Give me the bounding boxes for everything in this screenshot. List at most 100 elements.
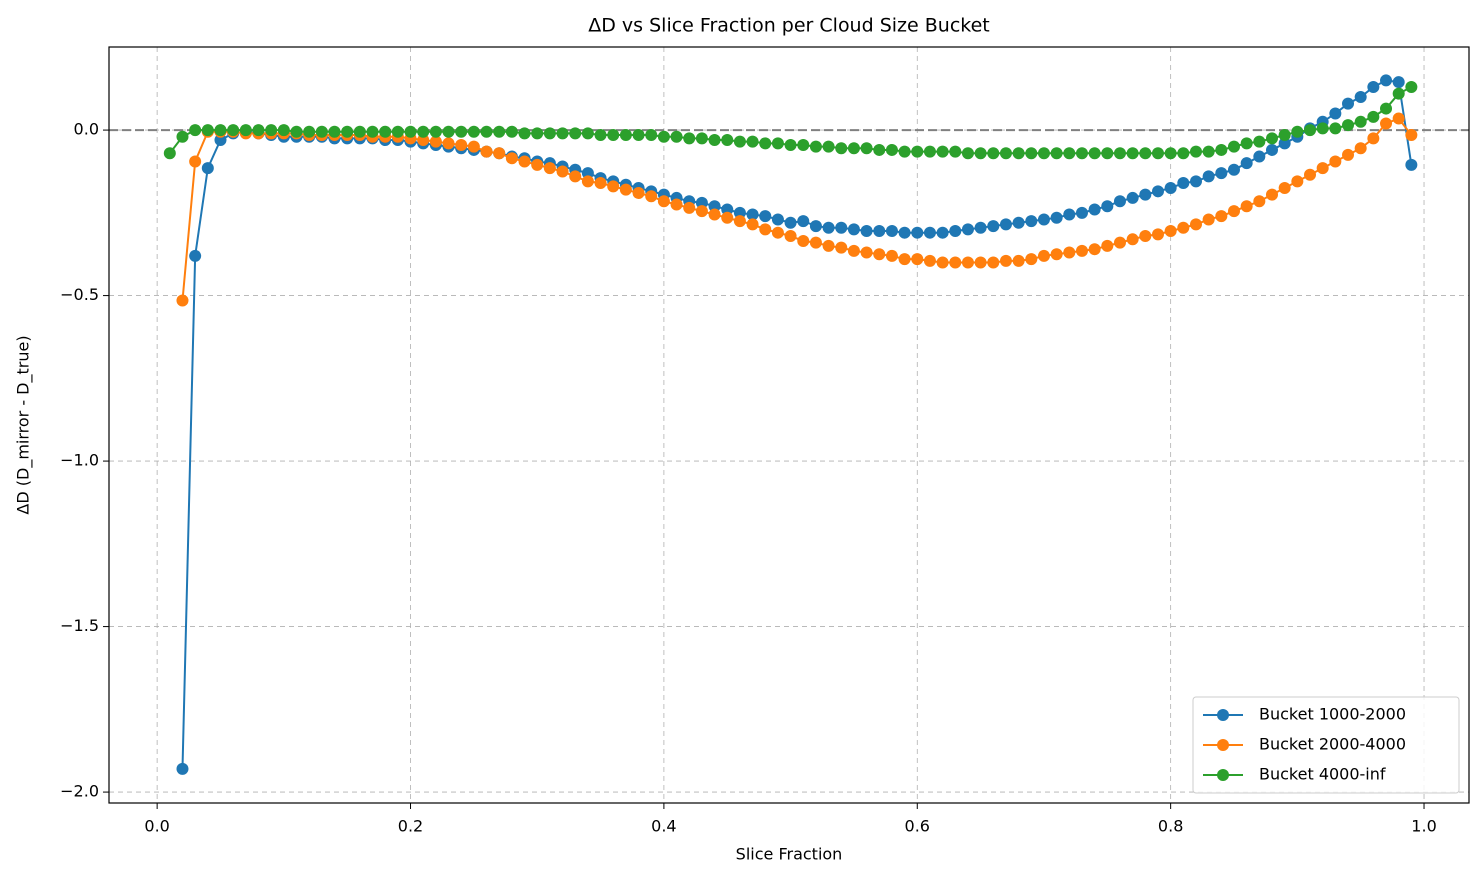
data-point — [961, 256, 974, 269]
data-point — [961, 147, 974, 160]
data-point — [581, 167, 594, 180]
data-point — [556, 165, 569, 178]
data-point — [594, 177, 607, 190]
data-point — [809, 220, 822, 233]
legend-marker — [1217, 769, 1229, 781]
data-point — [442, 137, 455, 150]
data-point — [657, 195, 670, 208]
data-point — [695, 196, 708, 209]
data-point — [1265, 143, 1278, 156]
data-point — [1367, 132, 1380, 145]
data-point — [1101, 200, 1114, 213]
legend-label: Bucket 2000-4000 — [1259, 735, 1406, 754]
data-point — [252, 124, 265, 137]
data-point — [1329, 107, 1342, 120]
data-point — [1012, 254, 1025, 267]
data-point — [493, 147, 506, 160]
data-point — [201, 162, 214, 175]
data-point — [1392, 112, 1405, 125]
data-point — [885, 143, 898, 156]
data-point — [847, 142, 860, 155]
data-point — [1063, 208, 1076, 221]
data-point — [1342, 148, 1355, 161]
chart-title: ΔD vs Slice Fraction per Cloud Size Buck… — [588, 15, 989, 37]
y-tick-label: −1.5 — [60, 616, 99, 635]
data-point — [163, 147, 176, 160]
data-point — [784, 138, 797, 151]
data-point — [683, 201, 696, 214]
data-point — [518, 155, 531, 168]
x-tick-label: 0.6 — [905, 817, 930, 836]
data-point — [1126, 233, 1139, 246]
data-point — [379, 125, 392, 138]
y-tick-label: 0.0 — [74, 120, 99, 139]
data-point — [1050, 248, 1063, 261]
data-point — [683, 132, 696, 145]
data-point — [569, 127, 582, 140]
data-point — [885, 225, 898, 238]
data-point — [1304, 168, 1317, 181]
data-point — [1304, 124, 1317, 137]
data-point — [797, 234, 810, 247]
data-point — [721, 211, 734, 224]
data-point — [746, 208, 759, 221]
data-point — [429, 125, 442, 138]
data-point — [733, 135, 746, 148]
data-point — [1291, 175, 1304, 188]
data-point — [999, 147, 1012, 160]
data-point — [1075, 244, 1088, 257]
data-point — [923, 254, 936, 267]
data-point — [936, 226, 949, 239]
data-point — [860, 246, 873, 259]
y-tick-label: −0.5 — [60, 285, 99, 304]
data-point — [898, 145, 911, 158]
data-point — [873, 248, 886, 261]
data-point — [911, 145, 924, 158]
data-point — [695, 132, 708, 145]
data-point — [176, 294, 189, 307]
data-point — [1164, 225, 1177, 238]
data-point — [721, 134, 734, 147]
y-tick-label: −1.0 — [60, 451, 99, 470]
data-point — [1025, 147, 1038, 160]
legend-label: Bucket 4000-inf — [1259, 765, 1386, 784]
data-point — [1342, 119, 1355, 132]
data-point — [429, 135, 442, 148]
data-point — [442, 125, 455, 138]
data-point — [581, 127, 594, 140]
data-point — [1367, 110, 1380, 123]
x-tick-label: 0.2 — [398, 817, 423, 836]
data-point — [987, 256, 1000, 269]
data-point — [189, 249, 202, 262]
data-point — [1088, 203, 1101, 216]
data-point — [1291, 125, 1304, 138]
data-point — [1253, 135, 1266, 148]
data-point — [961, 223, 974, 236]
data-point — [1025, 215, 1038, 228]
data-point — [265, 124, 278, 137]
data-point — [1227, 140, 1240, 153]
data-point — [214, 124, 227, 137]
legend-box — [1192, 696, 1460, 794]
data-point — [784, 230, 797, 242]
data-point — [1240, 157, 1253, 170]
data-point — [1151, 228, 1164, 241]
data-point — [873, 143, 886, 156]
data-point — [607, 129, 620, 142]
data-point — [923, 145, 936, 158]
data-point — [1189, 145, 1202, 158]
data-point — [1405, 129, 1418, 142]
data-point — [1151, 147, 1164, 160]
data-point — [1380, 102, 1393, 115]
plot-frame — [108, 46, 1470, 804]
data-point — [1189, 175, 1202, 188]
data-point — [1392, 76, 1405, 89]
data-point — [645, 190, 658, 203]
data-point — [1329, 122, 1342, 135]
data-point — [708, 200, 721, 213]
data-point — [1278, 129, 1291, 142]
data-point — [328, 125, 341, 138]
data-point — [999, 254, 1012, 267]
data-point — [227, 124, 240, 137]
data-point — [949, 145, 962, 158]
